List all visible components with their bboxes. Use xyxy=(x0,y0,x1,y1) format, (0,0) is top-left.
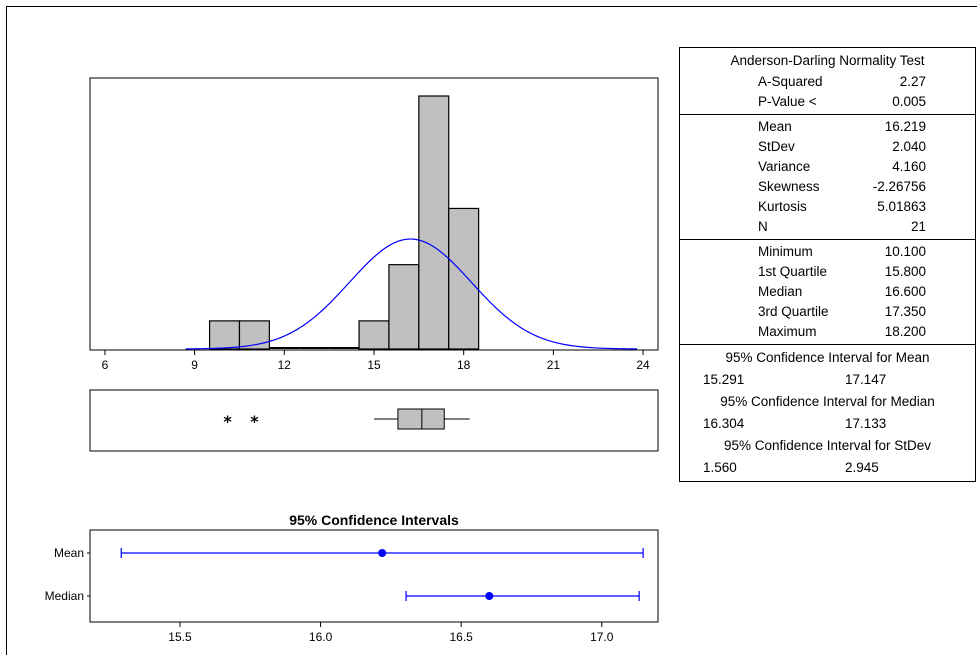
ci-plot: Mean Median 15.5 16.0 16.5 17.0 xyxy=(45,546,644,644)
stat-value: 4.160 xyxy=(892,159,926,174)
histogram-panel xyxy=(89,77,659,351)
quartile-value: 15.800 xyxy=(884,264,926,279)
stat-row: Mean 16.219 xyxy=(680,117,975,137)
stat-row: StDev 2.040 xyxy=(680,137,975,157)
histogram-x-tick-label: 9 xyxy=(191,358,198,372)
stat-value: -2.26756 xyxy=(872,179,926,194)
a-squared-row: A-Squared 2.27 xyxy=(680,72,975,92)
confidence-intervals-section: 95% Confidence Interval for Mean 15.291 … xyxy=(680,345,975,481)
histogram-bar xyxy=(448,207,480,350)
ci-point-estimate xyxy=(378,549,387,557)
stat-value: 21 xyxy=(910,219,926,234)
stat-row: Kurtosis 5.01863 xyxy=(680,197,975,217)
ci-median-high: 17.133 xyxy=(845,416,887,431)
stat-label: Kurtosis xyxy=(758,199,807,214)
ci-panel xyxy=(89,529,659,623)
quartile-label: Minimum xyxy=(758,244,813,259)
histogram-x-tick-label: 18 xyxy=(457,358,471,372)
ci-category-label: Median xyxy=(45,589,84,603)
quartile-row: 3rd Quartile 17.350 xyxy=(680,302,975,322)
boxplot-box xyxy=(397,408,445,430)
ci-median-values: 16.304 17.133 xyxy=(680,413,975,435)
quartile-value: 10.100 xyxy=(884,244,926,259)
quartiles-section: Minimum 10.100 1st Quartile 15.800 Median 16.… xyxy=(680,240,975,345)
p-value-row: P-Value < 0.005 xyxy=(680,92,975,112)
quartile-value: 16.600 xyxy=(884,284,926,299)
a-squared-label: A-Squared xyxy=(758,74,823,89)
ci-stdev-low: 1.560 xyxy=(703,460,737,475)
ci-point-estimate xyxy=(485,592,494,600)
histogram-x-tick-label: 24 xyxy=(636,358,650,372)
quartile-label: 3rd Quartile xyxy=(758,304,829,319)
ci-median-title: 95% Confidence Interval for Median xyxy=(720,394,935,409)
histogram-bar xyxy=(358,320,390,350)
descriptive-stats-section: Mean 16.219 StDev 2.040 Variance 4.160 Skewnes… xyxy=(680,115,975,240)
boxplot-outlier: * xyxy=(250,412,259,431)
quartile-row: 1st Quartile 15.800 xyxy=(680,262,975,282)
ci-stdev-title: 95% Confidence Interval for StDev xyxy=(723,438,932,453)
stat-label: Skewness xyxy=(758,179,820,194)
ci-mean-high: 17.147 xyxy=(845,372,887,387)
histogram-x-axis: 6 9 12 15 18 21 24 xyxy=(102,350,650,372)
stat-label: Mean xyxy=(758,119,792,134)
histogram-x-tick-label: 6 xyxy=(102,358,109,372)
ci-mean-title: 95% Confidence Interval for Mean xyxy=(725,350,930,365)
histogram-bar xyxy=(388,264,420,350)
quartile-label: 1st Quartile xyxy=(758,264,828,279)
ci-mean-low: 15.291 xyxy=(703,372,745,387)
boxplot-outlier: * xyxy=(223,412,232,431)
histogram-bar xyxy=(208,320,241,350)
stat-row: Variance 4.160 xyxy=(680,157,975,177)
ci-plot-title: 95% Confidence Intervals xyxy=(289,512,459,528)
ci-x-tick-label: 17.0 xyxy=(590,630,614,644)
normality-test-section: Anderson-Darling Normality Test A-Square… xyxy=(680,48,975,115)
quartile-value: 18.200 xyxy=(884,324,926,339)
normality-test-title: Anderson-Darling Normality Test xyxy=(730,53,925,68)
histogram-bars xyxy=(208,95,480,350)
normal-curve xyxy=(185,238,638,350)
stat-label: Variance xyxy=(758,159,811,174)
ci-mean-values: 15.291 17.147 xyxy=(680,369,975,391)
quartile-row: Median 16.600 xyxy=(680,282,975,302)
a-squared-value: 2.27 xyxy=(899,74,926,89)
ci-category-label: Mean xyxy=(54,546,84,560)
stat-value: 2.040 xyxy=(892,139,926,154)
histogram-x-tick-label: 12 xyxy=(278,358,292,372)
ci-x-tick-label: 16.0 xyxy=(309,630,333,644)
p-value-value: 0.005 xyxy=(892,94,926,109)
stat-row: Skewness -2.26756 xyxy=(680,177,975,197)
stat-label: N xyxy=(758,219,768,234)
histogram-bar xyxy=(418,95,450,350)
stat-value: 16.219 xyxy=(884,119,926,134)
quartile-label: Maximum xyxy=(758,324,817,339)
histogram-x-tick-label: 21 xyxy=(547,358,561,372)
histogram-x-tick-label: 15 xyxy=(367,358,381,372)
stats-table: Anderson-Darling Normality Test A-Square… xyxy=(679,47,976,482)
quartile-row: Maximum 18.200 xyxy=(680,322,975,342)
ci-median-low: 16.304 xyxy=(703,416,745,431)
boxplot: * * xyxy=(223,408,470,431)
p-value-label: P-Value < xyxy=(758,94,817,109)
stat-label: StDev xyxy=(758,139,795,154)
ci-x-tick-label: 15.5 xyxy=(168,630,192,644)
ci-x-tick-label: 16.5 xyxy=(449,630,473,644)
quartile-value: 17.350 xyxy=(884,304,926,319)
quartile-row: Minimum 10.100 xyxy=(680,242,975,262)
chart-frame xyxy=(6,6,977,655)
ci-stdev-values: 1.560 2.945 xyxy=(680,457,975,479)
stat-value: 5.01863 xyxy=(877,199,926,214)
quartile-label: Median xyxy=(758,284,803,299)
stat-row: N 21 xyxy=(680,217,975,237)
boxplot-panel xyxy=(89,389,659,452)
ci-stdev-high: 2.945 xyxy=(845,460,879,475)
